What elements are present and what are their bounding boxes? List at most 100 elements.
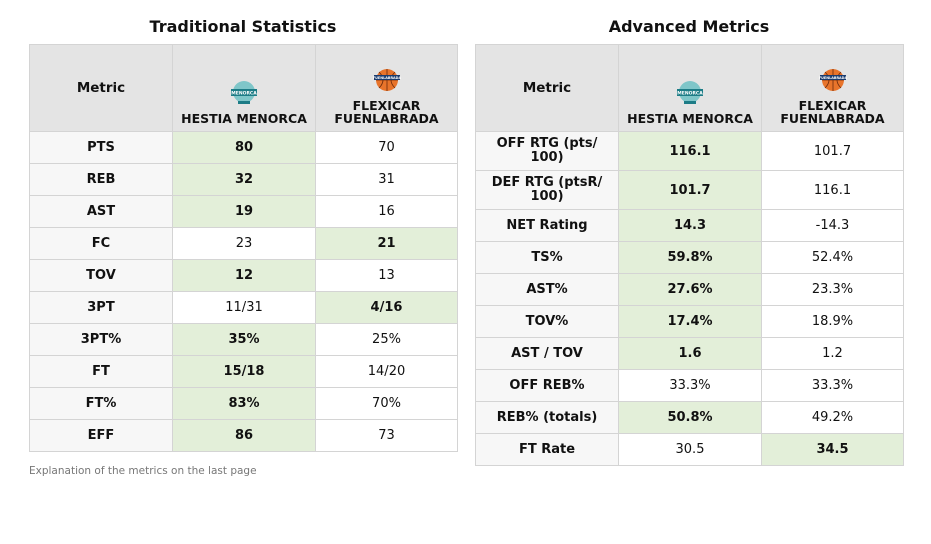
team1-value-cell: 12 xyxy=(172,259,316,292)
team2-value-cell: 70 xyxy=(315,131,458,164)
team2-value-cell: 18.9% xyxy=(761,305,904,338)
metric-cell: OFF RTG (pts/ 100) xyxy=(475,131,619,171)
metric-cell: AST / TOV xyxy=(475,337,619,370)
table-row: TOV% 17.4% 18.9% xyxy=(475,305,904,338)
team2-value-cell: 13 xyxy=(315,259,458,292)
table-row: REB% (totals) 50.8% 49.2% xyxy=(475,401,904,434)
metric-cell: AST% xyxy=(475,273,619,306)
metric-cell: 3PT% xyxy=(29,323,173,356)
metric-cell: DEF RTG (ptsR/ 100) xyxy=(475,170,619,210)
advanced-metrics-table: Metric MENORCA HESTIA MENORCA xyxy=(475,44,904,466)
team2-value-cell: 14/20 xyxy=(315,355,458,388)
metric-cell: FT Rate xyxy=(475,433,619,466)
metric-cell: 3PT xyxy=(29,291,173,324)
team1-value-cell: 14.3 xyxy=(618,209,762,242)
team1-value-cell: 15/18 xyxy=(172,355,316,388)
team2-value-cell: 1.2 xyxy=(761,337,904,370)
traditional-statistics-table: Metric MENORCA HESTIA MENORCA xyxy=(29,44,458,452)
team1-value-cell: 80 xyxy=(172,131,316,164)
menorca-logo-icon: MENORCA xyxy=(231,81,257,104)
team1-value-cell: 30.5 xyxy=(618,433,762,466)
svg-text:FUENLABRADA: FUENLABRADA xyxy=(818,76,847,80)
team2-value-cell: -14.3 xyxy=(761,209,904,242)
svg-text:FUENLABRADA: FUENLABRADA xyxy=(372,76,401,80)
team1-value-cell: 35% xyxy=(172,323,316,356)
team1-value-cell: 116.1 xyxy=(618,131,762,171)
team2-name: FLEXICAR FUENLABRADA xyxy=(334,98,439,126)
table-row: 3PT% 35% 25% xyxy=(29,323,458,356)
team1-value-cell: 1.6 xyxy=(618,337,762,370)
team1-value-cell: 11/31 xyxy=(172,291,316,324)
table-row: NET Rating 14.3 -14.3 xyxy=(475,209,904,242)
team2-column-header: FUENLABRADA FLEXICAR FUENLABRADA xyxy=(761,44,904,132)
traditional-statistics-title: Traditional Statistics xyxy=(149,17,337,36)
svg-text:MENORCA: MENORCA xyxy=(677,91,703,97)
table-row: AST 19 16 xyxy=(29,195,458,228)
team2-value-cell: 25% xyxy=(315,323,458,356)
metric-cell: FC xyxy=(29,227,173,260)
team2-value-cell: 70% xyxy=(315,387,458,420)
team2-name: FLEXICAR FUENLABRADA xyxy=(780,98,885,126)
traditional-statistics-panel: Traditional Statistics Metric MENORCA HE… xyxy=(29,14,458,452)
team2-value-cell: 21 xyxy=(315,227,458,260)
team1-value-cell: 32 xyxy=(172,163,316,196)
table-row: FT 15/18 14/20 xyxy=(29,355,458,388)
advanced-metrics-title: Advanced Metrics xyxy=(608,17,770,36)
team1-value-cell: 83% xyxy=(172,387,316,420)
metric-column-header: Metric xyxy=(29,44,173,132)
metric-cell: REB% (totals) xyxy=(475,401,619,434)
metric-cell: NET Rating xyxy=(475,209,619,242)
table-header-row: Metric MENORCA HESTIA MENORCA xyxy=(29,44,458,132)
table-row: AST% 27.6% 23.3% xyxy=(475,273,904,306)
team2-value-cell: 101.7 xyxy=(761,131,904,171)
metric-cell: FT xyxy=(29,355,173,388)
table-header-row: Metric MENORCA HESTIA MENORCA xyxy=(475,44,904,132)
team1-value-cell: 19 xyxy=(172,195,316,228)
table-row: REB 32 31 xyxy=(29,163,458,196)
team1-value-cell: 101.7 xyxy=(618,170,762,210)
table-row: FT% 83% 70% xyxy=(29,387,458,420)
team1-name: HESTIA MENORCA xyxy=(627,111,753,126)
team2-value-cell: 52.4% xyxy=(761,241,904,274)
team1-column-header: MENORCA HESTIA MENORCA xyxy=(618,44,762,132)
metric-cell: EFF xyxy=(29,419,173,452)
table-row: EFF 86 73 xyxy=(29,419,458,452)
fuenlabrada-logo-icon: FUENLABRADA xyxy=(372,69,401,91)
table-row: TOV 12 13 xyxy=(29,259,458,292)
table-row: TS% 59.8% 52.4% xyxy=(475,241,904,274)
table-row: OFF REB% 33.3% 33.3% xyxy=(475,369,904,402)
metric-cell: TS% xyxy=(475,241,619,274)
team1-value-cell: 27.6% xyxy=(618,273,762,306)
team1-value-cell: 50.8% xyxy=(618,401,762,434)
team2-value-cell: 4/16 xyxy=(315,291,458,324)
table-row: AST / TOV 1.6 1.2 xyxy=(475,337,904,370)
team2-value-cell: 49.2% xyxy=(761,401,904,434)
metric-cell: TOV xyxy=(29,259,173,292)
metric-cell: AST xyxy=(29,195,173,228)
metric-cell: TOV% xyxy=(475,305,619,338)
team1-value-cell: 17.4% xyxy=(618,305,762,338)
metric-cell: FT% xyxy=(29,387,173,420)
team1-value-cell: 33.3% xyxy=(618,369,762,402)
metric-cell: PTS xyxy=(29,131,173,164)
team1-name: HESTIA MENORCA xyxy=(181,111,307,126)
team2-value-cell: 23.3% xyxy=(761,273,904,306)
team2-value-cell: 33.3% xyxy=(761,369,904,402)
menorca-logo-icon: MENORCA xyxy=(677,81,703,104)
team1-value-cell: 59.8% xyxy=(618,241,762,274)
team1-value-cell: 86 xyxy=(172,419,316,452)
table-row: DEF RTG (ptsR/ 100) 101.7 116.1 xyxy=(475,170,904,210)
table-row: OFF RTG (pts/ 100) 116.1 101.7 xyxy=(475,131,904,171)
svg-text:MENORCA: MENORCA xyxy=(231,91,257,97)
team2-value-cell: 73 xyxy=(315,419,458,452)
team2-column-header: FUENLABRADA FLEXICAR FUENLABRADA xyxy=(315,44,458,132)
metric-cell: OFF REB% xyxy=(475,369,619,402)
advanced-metrics-panel: Advanced Metrics Metric MENORCA HESTIA M… xyxy=(475,14,904,466)
metric-cell: REB xyxy=(29,163,173,196)
team1-value-cell: 23 xyxy=(172,227,316,260)
footnote: Explanation of the metrics on the last p… xyxy=(29,465,257,477)
table-row: FC 23 21 xyxy=(29,227,458,260)
team1-column-header: MENORCA HESTIA MENORCA xyxy=(172,44,316,132)
table-row: 3PT 11/31 4/16 xyxy=(29,291,458,324)
fuenlabrada-logo-icon: FUENLABRADA xyxy=(818,69,847,91)
